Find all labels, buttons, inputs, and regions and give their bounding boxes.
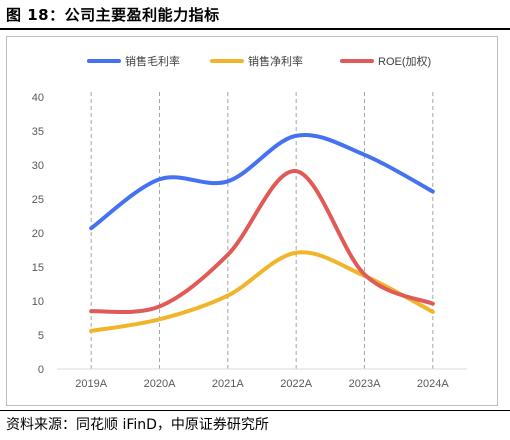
line-chart: 销售毛利率 销售净利率 ROE(加权) 0 5 10 15 20 25 30 35 40 2019A… <box>32 54 467 390</box>
x-tick-label: 2021A <box>212 378 244 390</box>
x-tick-label: 2024A <box>417 378 449 390</box>
series-line <box>89 169 435 315</box>
figure-title: 图 18：公司主要盈利能力指标 <box>6 6 220 24</box>
x-tick-label: 2022A <box>280 378 312 390</box>
series-line <box>89 132 435 231</box>
title-rule <box>0 28 510 30</box>
y-tick-label: 35 <box>32 126 44 138</box>
y-tick-label: 30 <box>32 160 44 172</box>
y-tick-label: 40 <box>32 92 44 104</box>
x-tick-label: 2020A <box>144 378 176 390</box>
legend-label: 销售净利率 <box>248 54 303 68</box>
y-tick-label: 10 <box>32 296 44 308</box>
y-tick-label: 5 <box>38 330 44 342</box>
y-tick-label: 0 <box>38 364 44 376</box>
y-tick-label: 25 <box>32 194 44 206</box>
series-line <box>89 250 435 333</box>
y-tick-label: 15 <box>32 262 44 274</box>
x-tick-label: 2019A <box>75 378 107 390</box>
chart-legend: 销售毛利率 销售净利率 ROE(加权) <box>87 54 431 68</box>
legend-label: ROE(加权) <box>378 55 431 68</box>
category-gridlines <box>90 92 434 369</box>
footer-rule <box>0 410 510 411</box>
x-tick-label: 2023A <box>349 378 381 390</box>
chart-frame: 销售毛利率 销售净利率 ROE(加权) 0 5 10 15 20 25 30 35 40 2019A… <box>6 36 498 406</box>
legend-label: 销售毛利率 <box>125 54 180 68</box>
source-note: 资料来源：同花顺 iFinD，中原证券研究所 <box>6 417 269 433</box>
series-lines <box>89 132 435 333</box>
y-axis: 0 5 10 15 20 25 30 35 40 <box>32 92 44 376</box>
x-axis: 2019A 2020A 2021A 2022A 2023A 2024A <box>57 368 467 390</box>
y-tick-label: 20 <box>32 228 44 240</box>
